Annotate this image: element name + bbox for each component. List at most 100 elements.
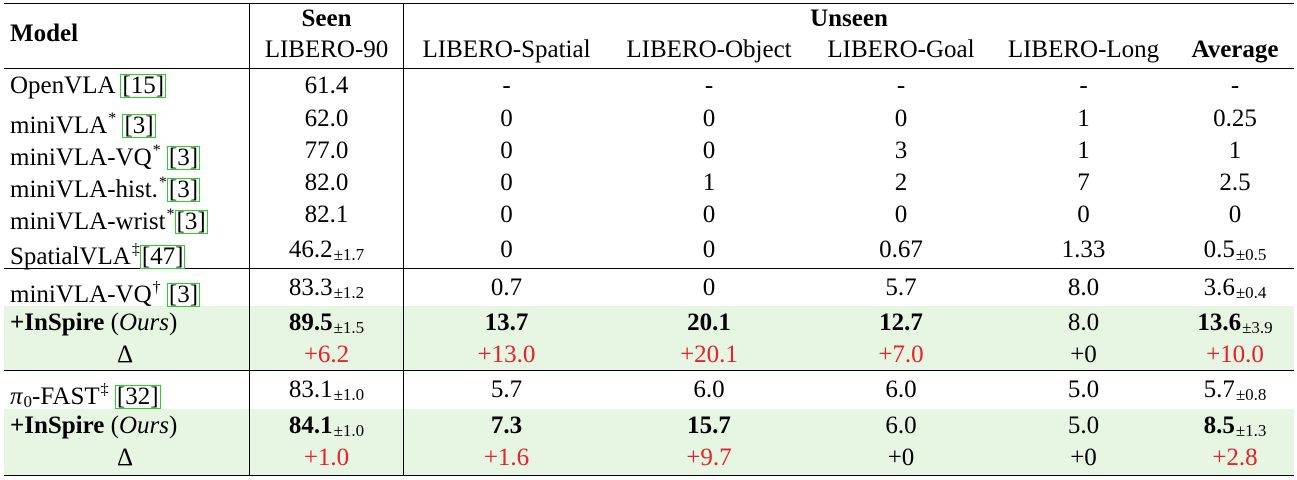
- cell-value: -: [1079, 72, 1088, 99]
- value-cell: 5.7: [404, 373, 609, 407]
- cell-value: +0: [1070, 444, 1097, 471]
- model-superscript: *: [166, 206, 175, 223]
- value-cell: 0: [1174, 198, 1296, 232]
- value-cell: 3.6±0.4: [1174, 271, 1296, 305]
- cell-value: 13.6: [1197, 309, 1242, 336]
- cell-value: 0: [702, 201, 716, 228]
- cell-value: 2: [894, 169, 908, 196]
- cell-value: +1.0: [303, 444, 350, 471]
- model-name-cell: OpenVLA [15]: [10, 69, 167, 103]
- table-row: miniVLA-VQ* [3] 77.0 0 0 3 1 1: [0, 134, 1297, 171]
- value-cell: 0: [609, 271, 809, 305]
- cell-std: ±1.5: [333, 318, 365, 337]
- value-cell: 7: [993, 166, 1174, 200]
- table-row: miniVLA* [3] 62.0 0 0 0 1 0.25: [0, 102, 1297, 139]
- value-cell: 46.2±1.7: [250, 233, 403, 267]
- citation-link[interactable]: [47]: [139, 243, 186, 270]
- model-text: miniVLA: [10, 112, 108, 139]
- model-text: SpatialVLA: [10, 243, 131, 270]
- cell-value: 83.3: [288, 274, 333, 301]
- model-text: (: [104, 412, 119, 439]
- cell-value: 8.5: [1203, 412, 1235, 439]
- value-cell: 5.0: [993, 409, 1174, 443]
- cell-value: 5.0: [1067, 376, 1100, 403]
- table-row: +InSpire (Ours) 89.5±1.5 13.7 20.1 12.7 8.0 13…: [0, 306, 1297, 340]
- citation-link[interactable]: [3]: [166, 281, 201, 308]
- cell-value: 89.5: [288, 309, 333, 336]
- value-cell: 83.3±1.2: [250, 271, 403, 305]
- citation-link[interactable]: [15]: [120, 72, 167, 99]
- value-cell: -: [809, 69, 993, 103]
- cell-std: ±0.4: [1235, 283, 1267, 302]
- value-cell: +6.2: [250, 338, 403, 372]
- value-cell: +1.0: [250, 441, 403, 475]
- cell-value: 0: [1228, 201, 1242, 228]
- cell-std: ±1.7: [333, 245, 365, 264]
- cell-value: +1.6: [483, 444, 530, 471]
- citation-link[interactable]: [3]: [122, 112, 156, 139]
- header-libero-90: LIBERO-90: [264, 36, 389, 63]
- value-cell: 5.0: [993, 373, 1174, 407]
- cell-value: +2.8: [1212, 444, 1258, 471]
- col-divider-1: [249, 3, 250, 476]
- cell-value: 0: [500, 137, 513, 164]
- value-cell: +0: [993, 441, 1174, 475]
- cell-value: 46.2: [288, 236, 333, 263]
- citation-link[interactable]: [3]: [166, 176, 201, 203]
- model-text: Δ: [116, 341, 134, 368]
- model-superscript: ‡: [131, 241, 140, 258]
- value-cell: 0.5±0.5: [1174, 233, 1296, 267]
- value-cell: 1: [993, 134, 1174, 168]
- cell-value: 62.0: [304, 105, 349, 132]
- value-cell: 6.0: [609, 373, 809, 407]
- value-cell: 83.1±1.0: [250, 373, 403, 407]
- cell-value: 82.0: [304, 169, 349, 196]
- cell-value: 0: [702, 105, 716, 132]
- model-name-cell: miniVLA-hist.*[3]: [10, 166, 201, 203]
- value-cell: 0: [404, 102, 609, 136]
- value-cell: +1.6: [404, 441, 609, 475]
- model-text: miniVLA-hist.: [10, 176, 158, 203]
- value-cell: 15.7: [609, 409, 809, 443]
- value-cell: -: [1174, 69, 1296, 103]
- header-libero-goal: LIBERO-Goal: [827, 36, 975, 63]
- value-cell: 2: [809, 166, 993, 200]
- cell-value: 6.0: [693, 376, 725, 403]
- header-seen: Seen: [301, 5, 352, 32]
- cell-value: 12.7: [879, 309, 923, 336]
- cell-value: +9.7: [686, 444, 732, 471]
- cell-std: ±1.0: [333, 385, 365, 404]
- citation-link[interactable]: [32]: [114, 383, 161, 410]
- table-row: miniVLA-VQ† [3] 83.3±1.2 0.7 0 5.7 8.0 3.6±0.4: [0, 271, 1297, 308]
- value-cell: 0: [404, 166, 609, 200]
- col-divider-2: [403, 3, 404, 476]
- model-text: OpenVLA: [10, 72, 121, 99]
- cell-value: 1: [702, 169, 716, 196]
- value-cell: 84.1±1.0: [250, 409, 403, 443]
- model-text: ): [168, 412, 178, 439]
- value-cell: 62.0: [250, 102, 403, 136]
- value-cell: 0: [609, 233, 809, 267]
- cell-value: 0: [894, 105, 908, 132]
- value-cell: -: [609, 69, 809, 103]
- cell-value: 0.7: [490, 274, 523, 301]
- cell-value: -: [704, 72, 714, 99]
- top-rule: [4, 3, 1294, 4]
- value-cell: +9.7: [609, 441, 809, 475]
- citation-link[interactable]: [3]: [166, 144, 201, 171]
- value-cell: 1: [609, 166, 809, 200]
- model-text: +InSpire: [10, 412, 105, 439]
- header-unseen: Unseen: [810, 5, 888, 32]
- value-cell: 1.33: [993, 233, 1174, 267]
- highlight-band-pi0: [4, 409, 1294, 475]
- cell-value: 1: [1228, 137, 1242, 164]
- model-text: (: [104, 309, 119, 336]
- model-superscript: *: [152, 142, 161, 159]
- model-text: -FAST: [32, 383, 100, 410]
- value-cell: 1: [993, 102, 1174, 136]
- cell-value: 0: [1077, 201, 1090, 228]
- value-cell: 20.1: [609, 306, 809, 340]
- value-cell: 82.1: [250, 198, 403, 232]
- citation-link[interactable]: [3]: [174, 208, 208, 235]
